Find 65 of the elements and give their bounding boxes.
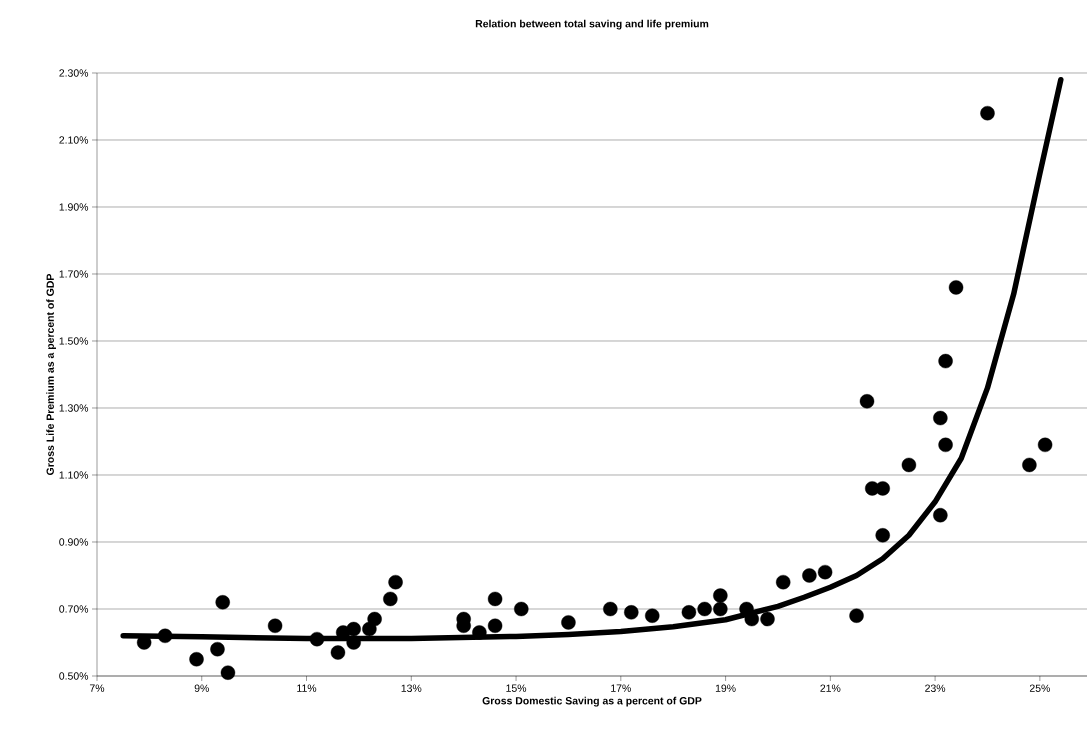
- point: [388, 575, 403, 590]
- point: [210, 642, 225, 657]
- y-tick-label: 1.30%: [59, 404, 89, 412]
- chart-title: Relation between total saving and life premium: [475, 19, 709, 30]
- x-tick-label: 19%: [715, 684, 736, 692]
- x-tick-label: 23%: [925, 684, 946, 692]
- y-tick-label: 2.30%: [59, 69, 89, 77]
- point: [760, 611, 775, 627]
- point: [1037, 437, 1053, 453]
- y-tick-label: 0.70%: [59, 605, 89, 613]
- point: [859, 394, 875, 409]
- point: [189, 652, 204, 667]
- y-tick-label: 1.70%: [59, 270, 89, 278]
- point: [938, 437, 953, 453]
- point: [645, 608, 660, 623]
- point: [1022, 457, 1037, 473]
- point: [383, 591, 398, 607]
- x-tick-label: 21%: [820, 684, 841, 692]
- point: [514, 601, 529, 617]
- point: [776, 575, 791, 590]
- point: [624, 605, 639, 620]
- y-tick-label: 0.90%: [59, 538, 89, 546]
- point: [367, 611, 382, 627]
- point: [948, 280, 964, 295]
- x-tick-label: 15%: [506, 684, 527, 692]
- x-axis-title: Gross Domestic Saving as a percent of GDP: [482, 696, 702, 707]
- x-tick-label: 25%: [1029, 684, 1050, 692]
- point: [933, 410, 948, 426]
- point: [802, 568, 817, 583]
- point: [938, 353, 953, 369]
- point: [346, 635, 361, 650]
- point: [713, 588, 728, 603]
- y-tick-label: 2.10%: [59, 136, 89, 144]
- point: [697, 601, 712, 617]
- point: [875, 481, 890, 496]
- point: [267, 618, 283, 633]
- point: [713, 601, 728, 617]
- point: [472, 625, 487, 640]
- point: [681, 605, 697, 620]
- point: [330, 645, 346, 660]
- point: [980, 106, 995, 121]
- point: [933, 508, 948, 523]
- point: [487, 591, 503, 607]
- point: [346, 621, 361, 637]
- y-axis-title: Gross Life Premium as a percent of GDP: [46, 274, 56, 475]
- point: [157, 628, 173, 643]
- y-tick-label: 1.50%: [59, 337, 89, 345]
- x-tick-label: 9%: [194, 684, 209, 692]
- point: [875, 528, 890, 543]
- y-tick-label: 1.10%: [59, 471, 89, 479]
- point: [487, 618, 503, 633]
- point: [603, 601, 618, 617]
- point: [849, 608, 864, 623]
- x-tick-label: 7%: [89, 684, 105, 692]
- point: [817, 564, 833, 580]
- point: [220, 665, 236, 680]
- x-tick-label: 11%: [297, 684, 317, 692]
- point: [309, 631, 325, 647]
- point: [901, 457, 917, 473]
- point: [561, 615, 576, 630]
- point: [215, 595, 230, 610]
- x-tick-label: 17%: [611, 684, 631, 692]
- y-tick-label: 0.50%: [59, 672, 89, 680]
- x-tick-label: 13%: [401, 684, 422, 692]
- y-tick-label: 1.90%: [59, 203, 89, 211]
